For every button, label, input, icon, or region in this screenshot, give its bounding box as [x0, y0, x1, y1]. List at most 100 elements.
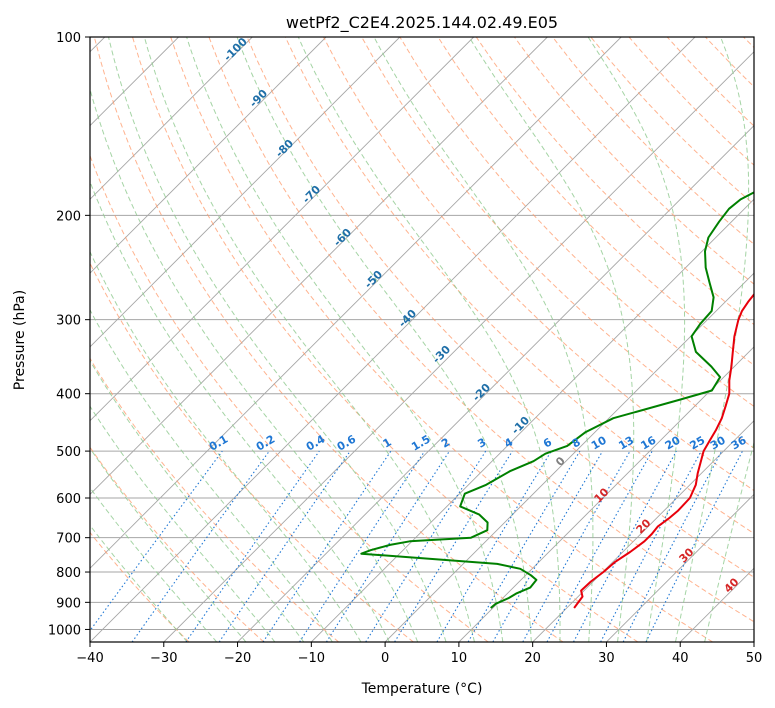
dry-adiabat-line — [170, 37, 713, 642]
x-tick-label: 0 — [381, 651, 389, 666]
moist-adiabat-line — [90, 486, 218, 642]
moist-adiabat-line — [704, 440, 754, 642]
x-tick-label: −30 — [150, 651, 177, 666]
dry-adiabat-line — [90, 531, 190, 642]
moist-adiabat-line — [373, 37, 594, 642]
plot-frame — [89, 36, 755, 643]
mixing-ratio-line — [325, 450, 450, 642]
x-tick-label: 40 — [672, 651, 689, 666]
isotherm-line — [90, 37, 327, 274]
moist-adiabat-line — [90, 308, 333, 642]
y-tick-label: 900 — [56, 596, 81, 611]
moist-adiabat-line — [143, 37, 475, 642]
mixing-ratio-line — [131, 450, 270, 642]
dry-adiabat-line — [90, 357, 339, 642]
x-tick-label: −10 — [298, 651, 325, 666]
isotherm-line — [458, 346, 754, 642]
dry-adiabat-label-3: -70 — [300, 183, 323, 206]
background-grid — [90, 37, 754, 642]
y-tick-label: 500 — [56, 445, 81, 460]
x-tick-label: −40 — [76, 651, 103, 666]
isotherm-line — [606, 493, 754, 642]
moist-adiabat-line — [90, 447, 247, 642]
moist-adiabat-line — [90, 524, 188, 642]
mixing-ratio-line — [299, 450, 426, 642]
mixing-ratio-line — [394, 450, 513, 642]
isotherm-line — [384, 272, 754, 642]
moist-adiabat-line — [108, 37, 447, 642]
mixing-ratio-line — [522, 450, 631, 642]
mixing-ratio-label-17: 36 — [729, 433, 749, 452]
dry-adiabat-line — [93, 37, 564, 642]
dry-adiabat-line — [705, 37, 754, 88]
dry-adiabat-label-13: 30 — [677, 545, 697, 565]
mixing-ratio-label-13: 16 — [639, 433, 659, 452]
dry-adiabat-line — [628, 37, 754, 166]
y-axis-label: Pressure (hPa) — [12, 290, 28, 390]
mixing-ratio-label-9: 6 — [541, 435, 554, 450]
isotherm-line — [237, 124, 754, 642]
moist-adiabat-line — [90, 250, 362, 642]
moist-adiabat-line — [90, 359, 305, 642]
mixing-ratio-line — [185, 450, 320, 642]
x-axis-label: Temperature (°C) — [361, 681, 483, 697]
mixing-ratio-label-6: 2 — [439, 436, 452, 451]
moist-adiabat-line — [468, 37, 635, 642]
y-tick-label: 1000 — [48, 623, 81, 638]
x-tick-label: −20 — [224, 651, 251, 666]
dry-adiabat-line — [284, 37, 754, 535]
moist-adiabat-line — [587, 37, 686, 642]
dry-adiabat-line — [90, 154, 489, 642]
dry-adiabat-line — [90, 446, 265, 642]
isotherm-line — [90, 37, 475, 422]
y-tick-label: 100 — [56, 31, 81, 46]
x-tick-label: 50 — [746, 651, 763, 666]
isotherm-line — [90, 37, 548, 496]
dry-adiabat-line — [90, 262, 414, 642]
isotherm-line — [90, 37, 696, 642]
y-tick-label: 300 — [56, 314, 81, 329]
mixing-ratio-line — [218, 450, 351, 642]
dry-adiabat-line — [323, 37, 754, 492]
temperature-line — [573, 292, 754, 609]
profile-lines — [360, 191, 754, 609]
y-tick-label: 800 — [56, 566, 81, 581]
moist-adiabat-line — [186, 37, 504, 642]
dry-adiabat-line — [361, 37, 754, 449]
isotherm-line — [532, 420, 754, 642]
dry-adiabat-label-2: -80 — [273, 137, 296, 160]
x-tick-label: 30 — [598, 651, 615, 666]
mixing-ratio-line — [262, 450, 392, 642]
mixing-ratio-label-10: 8 — [570, 436, 583, 451]
mixing-ratio-label-11: 10 — [589, 433, 609, 452]
mixing-ratio-line — [90, 450, 223, 632]
chart-title: wetPf2_C2E4.2025.144.02.49.E05 — [286, 13, 558, 33]
moist-adiabat-line — [90, 405, 276, 642]
mixing-ratio-line — [645, 450, 743, 642]
dry-adiabat-label-7: -30 — [430, 343, 453, 366]
mixing-ratio-line — [467, 450, 581, 642]
y-axis-ticks: 100 200 300 400 500 600 700 800 900 1000 — [48, 31, 90, 638]
isotherm-line — [90, 37, 401, 348]
dry-adiabat-line — [743, 37, 754, 49]
isotherm-line — [90, 37, 253, 200]
moist-adiabat-line — [90, 180, 390, 642]
mixing-ratio-label-14: 20 — [663, 433, 683, 452]
moist-adiabat-line — [675, 37, 750, 642]
mixing-ratio-line — [573, 450, 677, 642]
x-tick-label: 10 — [451, 651, 468, 666]
dewpoint-line — [360, 191, 754, 609]
mixing-ratio-label-7: 3 — [475, 436, 488, 451]
y-tick-label: 200 — [56, 209, 81, 224]
dry-adiabat-label-8: -20 — [470, 381, 493, 404]
dry-adiabat-label-1: -90 — [247, 87, 270, 110]
dry-adiabat-line — [513, 37, 754, 285]
moist-adiabat-line — [236, 37, 532, 642]
isotherm-line — [90, 37, 622, 569]
dry-adiabat-label-12: 20 — [634, 516, 654, 536]
mixing-ratio-label-2: 0.4 — [304, 432, 328, 453]
isotherm-line — [310, 198, 754, 642]
moist-adiabat-line — [297, 37, 561, 642]
mixing-ratio-line — [546, 450, 653, 642]
